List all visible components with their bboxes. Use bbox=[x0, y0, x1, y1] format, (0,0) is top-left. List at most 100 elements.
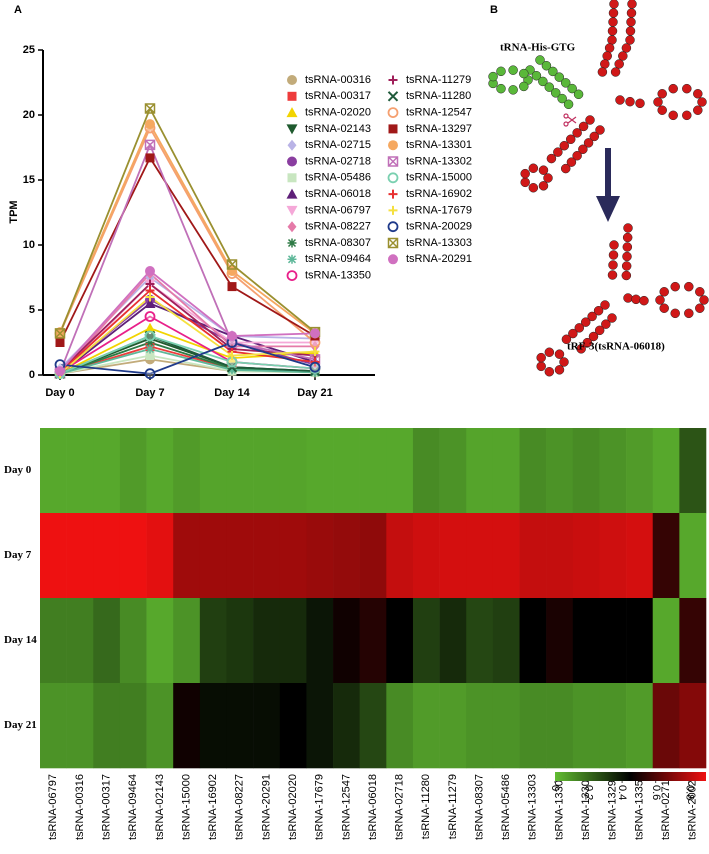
x-tick-label: Day 21 bbox=[297, 387, 332, 399]
row-label: Day 14 bbox=[4, 634, 37, 646]
series-line bbox=[59, 125, 316, 344]
heatmap-cell bbox=[359, 683, 387, 769]
marker bbox=[145, 351, 155, 360]
y-tick-label: 25 bbox=[23, 44, 35, 56]
nucleotide bbox=[573, 89, 584, 100]
heatmap-cell bbox=[66, 513, 94, 599]
legend-label: tsRNA-20291 bbox=[406, 253, 472, 265]
legend-label: tsRNA-16902 bbox=[406, 188, 472, 200]
heatmap-cell bbox=[519, 513, 547, 599]
legend-marker bbox=[286, 205, 298, 216]
nucleotide bbox=[566, 157, 577, 167]
heatmap-cell bbox=[572, 683, 600, 769]
column-label: tsRNA-13303 bbox=[527, 774, 539, 840]
nucleotide bbox=[608, 250, 619, 260]
legend-label: tsRNA-05486 bbox=[305, 172, 371, 184]
column-label: tsRNA-20291 bbox=[260, 774, 272, 840]
nucleotide bbox=[604, 43, 615, 53]
heatmap-cell bbox=[412, 428, 440, 514]
column-label: tsRNA-20029 bbox=[687, 774, 699, 840]
nucleotide bbox=[535, 55, 545, 65]
heatmap-cell bbox=[546, 513, 574, 599]
series-line bbox=[59, 106, 316, 334]
nucleotide bbox=[496, 66, 506, 77]
nucleotide bbox=[621, 270, 632, 281]
heatmap-cell bbox=[359, 513, 387, 599]
column-label: tsRNA-05486 bbox=[500, 774, 512, 840]
nucleotide bbox=[657, 105, 667, 115]
heatmap-cell bbox=[306, 428, 334, 514]
heatmap-cell bbox=[40, 428, 67, 514]
nucleotide bbox=[607, 26, 618, 36]
nucleotide bbox=[626, 17, 636, 27]
heatmap-cell bbox=[253, 428, 281, 514]
nucleotide bbox=[563, 99, 574, 110]
heatmap-cell bbox=[359, 598, 387, 684]
heatmap-cell bbox=[599, 428, 627, 514]
nucleotide bbox=[538, 181, 549, 191]
heatmap-cell bbox=[119, 513, 147, 599]
legend-label: tsRNA-13302 bbox=[406, 155, 472, 167]
heatmap-cell bbox=[679, 683, 707, 769]
nucleotide bbox=[697, 97, 707, 107]
series-line bbox=[59, 289, 316, 374]
nucleotide bbox=[609, 240, 619, 250]
nucleotide bbox=[614, 59, 624, 69]
nucleotide bbox=[531, 70, 542, 81]
trna-diagram bbox=[488, 0, 709, 377]
heatmap-cell bbox=[306, 683, 334, 769]
legend-marker bbox=[287, 173, 297, 183]
heatmap-cell bbox=[93, 598, 121, 684]
heatmap-cell bbox=[386, 598, 414, 684]
nucleotide bbox=[595, 125, 605, 135]
heatmap-cell bbox=[412, 683, 440, 769]
column-label: tsRNA-08307 bbox=[473, 774, 485, 840]
nucleotide bbox=[536, 352, 546, 363]
heatmap-cell bbox=[146, 428, 174, 514]
heatmap-cell bbox=[652, 513, 680, 599]
nucleotide bbox=[557, 93, 567, 104]
nucleotide bbox=[699, 295, 709, 305]
legend-marker bbox=[286, 124, 298, 135]
nucleotide bbox=[585, 115, 595, 125]
column-label: tsRNA-13301 bbox=[580, 774, 592, 840]
legend-label: tsRNA-13350 bbox=[305, 270, 371, 282]
nucleotide bbox=[626, 8, 637, 18]
colorbar-tick-label: 0.4 bbox=[616, 785, 628, 800]
nucleotide bbox=[519, 81, 529, 92]
heatmap-cell bbox=[40, 513, 67, 599]
legend-label: tsRNA-02020 bbox=[305, 107, 371, 119]
nucleotide bbox=[559, 357, 569, 367]
column-label: tsRNA-15000 bbox=[180, 774, 192, 840]
nucleotide bbox=[631, 294, 641, 305]
heatmap-cell bbox=[279, 513, 307, 599]
legend-label: tsRNA-06797 bbox=[305, 204, 371, 216]
nucleotide bbox=[622, 242, 633, 252]
marker bbox=[144, 330, 156, 342]
nucleotide bbox=[554, 72, 565, 82]
nucleotide bbox=[625, 96, 635, 107]
nucleotide bbox=[528, 182, 539, 193]
legend-marker bbox=[388, 75, 398, 85]
nucleotide bbox=[657, 89, 667, 99]
heatmap-cell bbox=[599, 598, 627, 684]
x-tick-label: Day 0 bbox=[45, 387, 74, 399]
nucleotide bbox=[693, 89, 703, 99]
nucleotide bbox=[554, 349, 565, 359]
heatmap-cell bbox=[679, 513, 707, 599]
heatmap-cell bbox=[253, 683, 281, 769]
nucleotide bbox=[567, 83, 577, 94]
marker bbox=[144, 322, 156, 333]
nucleotide bbox=[544, 82, 555, 92]
nucleotide bbox=[593, 305, 604, 316]
nucleotide bbox=[578, 144, 588, 155]
nucleotide bbox=[618, 51, 628, 61]
column-label: tsRNA-09464 bbox=[127, 774, 139, 840]
marker bbox=[144, 298, 156, 308]
marker bbox=[310, 328, 320, 339]
legend-marker bbox=[387, 221, 399, 233]
legend-label: tsRNA-02143 bbox=[305, 123, 371, 135]
row-label: Day 21 bbox=[4, 719, 37, 731]
legend-marker bbox=[287, 156, 297, 167]
nucleotide bbox=[544, 347, 555, 358]
